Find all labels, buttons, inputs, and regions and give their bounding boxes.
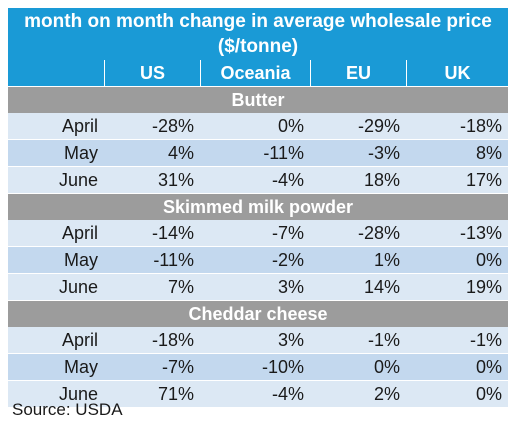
row-label: April xyxy=(61,223,98,243)
value-cell: -7% xyxy=(161,357,194,377)
row-label: April xyxy=(61,330,98,350)
source-note: Source: USDA xyxy=(12,400,123,419)
value-cell: 2% xyxy=(373,384,400,404)
row-label: May xyxy=(63,250,98,270)
column-header-row: US Oceania EU UK xyxy=(8,60,508,86)
table-body: Butter April -28% 0% -29% -18% May 4% -11% -3% 8% J… xyxy=(8,86,508,407)
value-cell: -3% xyxy=(367,143,400,163)
table-row: April -14% -7% -28% -13% xyxy=(8,220,508,246)
table-row: May 4% -11% -3% 8% xyxy=(8,139,508,166)
value-cell: 4% xyxy=(167,143,194,163)
value-cell: -7% xyxy=(271,223,304,243)
column-header-us: US xyxy=(104,60,200,86)
table-row: May -7% -10% 0% 0% xyxy=(8,353,508,380)
value-cell: 0% xyxy=(475,384,502,404)
table-title: month on month change in average wholesa… xyxy=(8,8,508,60)
table-row: April -28% 0% -29% -18% xyxy=(8,113,508,139)
row-label: May xyxy=(63,143,98,163)
value-cell: -18% xyxy=(459,116,502,136)
value-cell: 0% xyxy=(277,116,304,136)
corner-cell xyxy=(8,60,104,86)
value-cell: -13% xyxy=(459,223,502,243)
table-row: June 7% 3% 14% 19% xyxy=(8,273,508,300)
row-label: June xyxy=(58,277,98,297)
section-header: Butter xyxy=(8,86,508,113)
value-cell: -18% xyxy=(151,330,194,350)
value-cell: 19% xyxy=(465,277,502,297)
value-cell: -28% xyxy=(357,223,400,243)
row-label: June xyxy=(58,384,98,404)
value-cell: -1% xyxy=(469,330,502,350)
value-cell: -28% xyxy=(151,116,194,136)
value-cell: 31% xyxy=(157,170,194,190)
value-cell: 0% xyxy=(475,357,502,377)
value-cell: 18% xyxy=(363,170,400,190)
price-change-table: month on month change in average wholesa… xyxy=(8,8,508,407)
value-cell: 3% xyxy=(277,277,304,297)
row-label: May xyxy=(63,357,98,377)
table-row: April -18% 3% -1% -1% xyxy=(8,327,508,353)
value-cell: -2% xyxy=(271,250,304,270)
value-cell: 8% xyxy=(475,143,502,163)
value-cell: -11% xyxy=(263,143,304,163)
value-cell: -11% xyxy=(153,250,194,270)
section-header: Skimmed milk powder xyxy=(8,193,508,220)
value-cell: 0% xyxy=(373,357,400,377)
value-cell: 71% xyxy=(157,384,194,404)
table-row: May -11% -2% 1% 0% xyxy=(8,246,508,273)
table-row: June 71% -4% 2% 0% xyxy=(8,380,508,407)
value-cell: 1% xyxy=(373,250,400,270)
value-cell: -10% xyxy=(261,357,304,377)
value-cell: 7% xyxy=(167,277,194,297)
section-header: Cheddar cheese xyxy=(8,300,508,327)
value-cell: 0% xyxy=(475,250,502,270)
value-cell: -4% xyxy=(271,170,304,190)
column-header-oceania: Oceania xyxy=(200,60,310,86)
row-label: June xyxy=(58,170,98,190)
value-cell: -1% xyxy=(367,330,400,350)
column-header-uk: UK xyxy=(406,60,508,86)
value-cell: -14% xyxy=(151,223,194,243)
row-label: April xyxy=(61,116,98,136)
value-cell: 14% xyxy=(363,277,400,297)
table-row: June 31% -4% 18% 17% xyxy=(8,166,508,193)
value-cell: 17% xyxy=(465,170,502,190)
value-cell: -4% xyxy=(271,384,304,404)
value-cell: 3% xyxy=(277,330,304,350)
column-header-eu: EU xyxy=(310,60,406,86)
value-cell: -29% xyxy=(357,116,400,136)
